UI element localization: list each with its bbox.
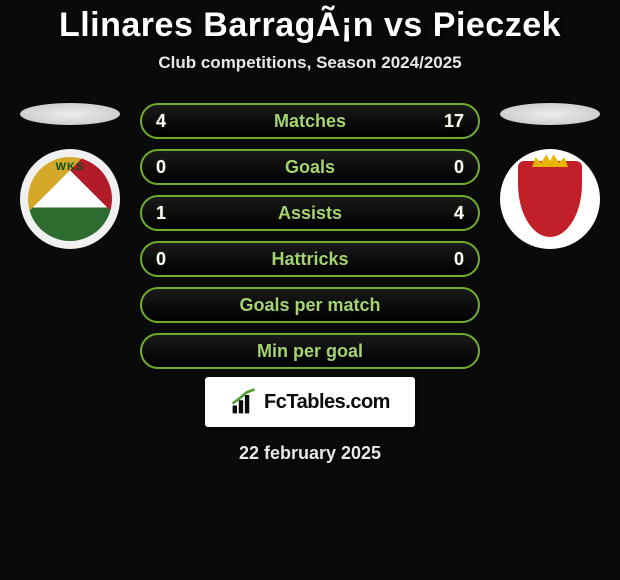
left-flag <box>20 103 120 125</box>
fctables-logo-icon <box>230 388 258 416</box>
comparison-card: Llinares BarragÃ¡n vs Pieczek Club compe… <box>0 0 620 580</box>
subtitle: Club competitions, Season 2024/2025 <box>158 53 461 73</box>
brand-text: FcTables.com <box>264 391 390 414</box>
right-side <box>490 103 610 249</box>
date-text: 22 february 2025 <box>239 443 381 464</box>
page-title: Llinares BarragÃ¡n vs Pieczek <box>59 6 561 45</box>
stat-row-assists: 1 Assists 4 <box>140 195 480 231</box>
stat-label: Matches <box>142 111 478 132</box>
content-row: 4 Matches 17 0 Goals 0 1 Assists 4 0 Hat… <box>0 103 620 369</box>
stat-row-mpg: Min per goal <box>140 333 480 369</box>
stat-label: Goals per match <box>156 295 464 316</box>
right-flag <box>500 103 600 125</box>
stat-label: Hattricks <box>142 249 478 270</box>
left-crest-icon <box>20 149 120 249</box>
brand-badge[interactable]: FcTables.com <box>205 377 415 427</box>
right-crest-icon <box>500 149 600 249</box>
stat-label: Goals <box>142 157 478 178</box>
left-side <box>10 103 130 249</box>
stat-row-hattricks: 0 Hattricks 0 <box>140 241 480 277</box>
stat-label: Min per goal <box>156 341 464 362</box>
stat-row-gpm: Goals per match <box>140 287 480 323</box>
stats-column: 4 Matches 17 0 Goals 0 1 Assists 4 0 Hat… <box>140 103 480 369</box>
stat-label: Assists <box>142 203 478 224</box>
stat-row-goals: 0 Goals 0 <box>140 149 480 185</box>
stat-row-matches: 4 Matches 17 <box>140 103 480 139</box>
